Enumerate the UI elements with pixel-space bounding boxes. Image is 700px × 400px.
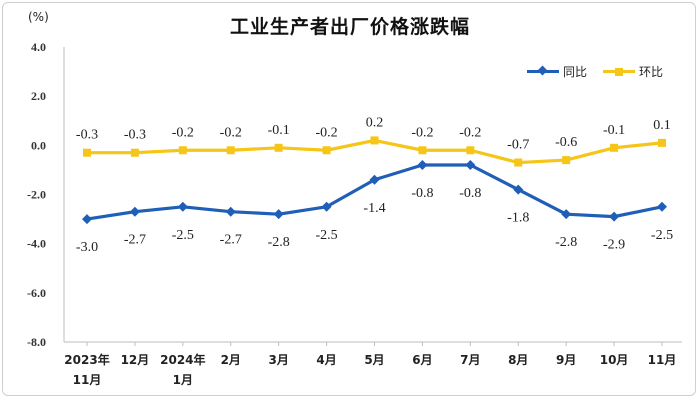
point-mom-8 [466, 146, 475, 155]
point-mom-6 [370, 136, 379, 145]
data-label-yoy-10: -2.8 [555, 235, 577, 250]
point-mom-1 [130, 148, 139, 157]
point-yoy-12 [657, 201, 667, 212]
point-mom-12 [658, 138, 666, 147]
data-label-yoy-12: -2.5 [651, 228, 673, 243]
point-yoy-6 [369, 174, 380, 185]
data-label-yoy-4: -2.8 [268, 235, 290, 250]
data-label-yoy-0: -3.0 [76, 240, 98, 255]
point-yoy-1 [129, 206, 140, 217]
x-tick-label-3-0: 2月 [221, 353, 241, 367]
data-label-mom-7: -0.2 [411, 125, 433, 140]
x-tick-label-11-0: 10月 [600, 353, 629, 367]
legend-label-yoy: 同比 [563, 65, 588, 79]
point-mom-3 [226, 146, 235, 155]
data-label-yoy-7: -0.8 [411, 186, 433, 201]
point-yoy-5 [321, 201, 332, 212]
point-mom-10 [562, 156, 571, 165]
x-tick-label-12-0: 11月 [648, 353, 677, 367]
data-label-yoy-1: -2.7 [124, 233, 146, 248]
data-label-mom-11: -0.1 [603, 123, 625, 138]
data-label-yoy-2: -2.5 [172, 228, 194, 243]
point-yoy-2 [177, 201, 188, 212]
y-tick-label-3: -2.0 [27, 188, 46, 202]
point-yoy-3 [225, 206, 236, 217]
legend-item-yoy: 同比 [527, 63, 587, 80]
x-tick-label-8-0: 7月 [460, 353, 480, 367]
x-tick-label-1-0: 12月 [121, 353, 150, 367]
data-label-mom-5: -0.2 [315, 125, 337, 140]
data-label-mom-3: -0.2 [220, 125, 242, 140]
y-tick-label-6: -8.0 [27, 335, 46, 349]
data-label-mom-2: -0.2 [172, 125, 194, 140]
x-tick-label-2-0: 2024年 [160, 352, 205, 367]
point-mom-5 [322, 146, 331, 155]
point-yoy-8 [465, 160, 476, 170]
point-mom-9 [514, 158, 523, 167]
x-tick-label-4-0: 3月 [268, 353, 288, 367]
y-tick-label-5: -6.0 [27, 286, 46, 300]
x-tick-label-6-0: 5月 [364, 353, 384, 367]
y-axis-unit-label: (%) [28, 10, 49, 24]
point-mom-4 [274, 143, 283, 152]
point-mom-2 [178, 146, 187, 155]
point-mom-7 [418, 146, 427, 155]
y-tick-label-1: 2.0 [31, 89, 46, 103]
legend-item-mom: 环比 [603, 63, 663, 80]
y-tick-label-4: -4.0 [27, 237, 46, 251]
x-tick-label-7-0: 6月 [412, 353, 432, 367]
data-label-mom-10: -0.6 [555, 135, 577, 150]
data-label-mom-4: -0.1 [268, 123, 290, 138]
data-label-yoy-5: -2.5 [315, 228, 337, 243]
y-tick-label-0: 4.0 [31, 40, 46, 54]
x-tick-label-5-0: 4月 [316, 353, 336, 367]
legend-label-mom: 环比 [639, 65, 664, 79]
legend-swatch-mom [603, 67, 635, 76]
x-tick-label-9-0: 8月 [508, 353, 528, 367]
legend-swatch-yoy [527, 70, 559, 73]
x-tick-label-2-1: 1月 [173, 373, 193, 387]
data-label-mom-9: -0.7 [507, 138, 529, 153]
data-label-mom-1: -0.3 [124, 128, 146, 143]
point-yoy-11 [609, 211, 620, 222]
x-tick-label-0-1: 11月 [73, 373, 102, 387]
data-label-mom-12: 0.1 [653, 118, 671, 133]
data-label-yoy-11: -2.9 [603, 238, 625, 253]
point-yoy-4 [273, 209, 284, 220]
data-label-yoy-3: -2.7 [220, 233, 242, 248]
point-yoy-10 [561, 209, 572, 220]
point-yoy-7 [417, 160, 428, 170]
data-label-yoy-6: -1.4 [363, 201, 385, 216]
y-tick-label-2: 0.0 [31, 138, 46, 152]
data-label-yoy-8: -0.8 [459, 186, 481, 201]
chart-title: 工业生产者出厂价格涨跌幅 [229, 16, 470, 38]
point-yoy-9 [513, 184, 524, 195]
data-label-mom-8: -0.2 [459, 125, 481, 140]
point-mom-11 [610, 143, 619, 152]
data-label-yoy-9: -1.8 [507, 211, 529, 226]
data-label-mom-6: 0.2 [366, 115, 384, 130]
data-label-mom-0: -0.3 [76, 128, 98, 143]
x-tick-label-0-0: 2023年 [64, 352, 109, 367]
chart-frame [2, 2, 696, 396]
point-yoy-0 [82, 214, 92, 225]
point-mom-0 [83, 148, 91, 157]
x-tick-label-10-0: 9月 [556, 353, 576, 367]
